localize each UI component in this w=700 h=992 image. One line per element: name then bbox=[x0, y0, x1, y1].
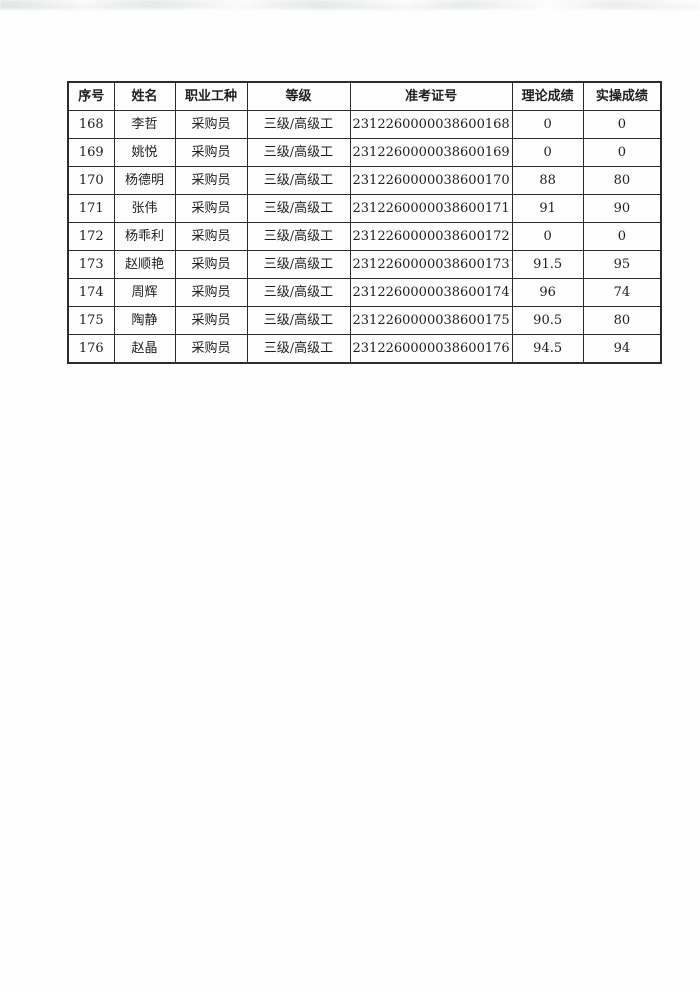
cell-occupation: 采购员 bbox=[174, 306, 248, 335]
header-cell-occupation: 职业工种 bbox=[174, 81, 248, 111]
cell-practical-score: 0 bbox=[582, 110, 662, 139]
cell-practical-score: 95 bbox=[582, 250, 662, 279]
cell-practical-score: 80 bbox=[582, 306, 662, 335]
header-cell-level: 等级 bbox=[246, 81, 351, 111]
table-row: 175 陶静 采购员 三级/高级工 2312260000038600175 90.5 80 bbox=[67, 306, 662, 335]
header-cell-practical-score: 实操成绩 bbox=[582, 81, 662, 111]
cell-theory-score: 88 bbox=[511, 166, 584, 195]
table-header-row: 序号 姓名 职业工种 等级 准考证号 理论成绩 实操成绩 bbox=[67, 81, 662, 111]
cell-exam-number: 2312260000038600175 bbox=[349, 306, 513, 335]
cell-practical-score: 0 bbox=[582, 222, 662, 251]
cell-index: 171 bbox=[67, 194, 115, 223]
header-cell-name: 姓名 bbox=[113, 81, 176, 111]
cell-index: 173 bbox=[67, 250, 115, 279]
cell-theory-score: 91 bbox=[511, 194, 584, 223]
exam-results-table: 序号 姓名 职业工种 等级 准考证号 理论成绩 实操成绩 168 李哲 采购员 三级/高级工 231… bbox=[67, 81, 663, 364]
cell-index: 170 bbox=[67, 166, 115, 195]
cell-name: 李哲 bbox=[113, 110, 176, 139]
cell-occupation: 采购员 bbox=[174, 138, 248, 167]
cell-exam-number: 2312260000038600168 bbox=[349, 110, 513, 139]
cell-practical-score: 0 bbox=[582, 138, 662, 167]
cell-index: 175 bbox=[67, 306, 115, 335]
header-cell-theory-score: 理论成绩 bbox=[511, 81, 584, 111]
table-row: 174 周辉 采购员 三级/高级工 2312260000038600174 96 74 bbox=[67, 278, 662, 307]
table-row: 176 赵晶 采购员 三级/高级工 2312260000038600176 94.5 94 bbox=[67, 334, 662, 364]
cell-index: 168 bbox=[67, 110, 115, 139]
cell-level: 三级/高级工 bbox=[246, 166, 351, 195]
table-row: 171 张伟 采购员 三级/高级工 2312260000038600171 91 90 bbox=[67, 194, 662, 223]
cell-occupation: 采购员 bbox=[174, 250, 248, 279]
cell-practical-score: 74 bbox=[582, 278, 662, 307]
cell-practical-score: 90 bbox=[582, 194, 662, 223]
cell-practical-score: 80 bbox=[582, 166, 662, 195]
cell-occupation: 采购员 bbox=[174, 278, 248, 307]
cell-exam-number: 2312260000038600170 bbox=[349, 166, 513, 195]
cell-occupation: 采购员 bbox=[174, 222, 248, 251]
cell-name: 姚悦 bbox=[113, 138, 176, 167]
cell-occupation: 采购员 bbox=[174, 110, 248, 139]
cell-level: 三级/高级工 bbox=[246, 194, 351, 223]
scan-artifact-top-secondary bbox=[0, 6, 700, 10]
cell-level: 三级/高级工 bbox=[246, 222, 351, 251]
table-row: 172 杨乖利 采购员 三级/高级工 2312260000038600172 0 0 bbox=[67, 222, 662, 251]
cell-exam-number: 2312260000038600169 bbox=[349, 138, 513, 167]
table-row: 170 杨德明 采购员 三级/高级工 2312260000038600170 88 80 bbox=[67, 166, 662, 195]
cell-occupation: 采购员 bbox=[174, 194, 248, 223]
table-row: 173 赵顺艳 采购员 三级/高级工 2312260000038600173 91.5 95 bbox=[67, 250, 662, 279]
cell-name: 赵顺艳 bbox=[113, 250, 176, 279]
cell-theory-score: 0 bbox=[511, 138, 584, 167]
cell-level: 三级/高级工 bbox=[246, 306, 351, 335]
cell-name: 杨乖利 bbox=[113, 222, 176, 251]
cell-name: 张伟 bbox=[113, 194, 176, 223]
cell-theory-score: 96 bbox=[511, 278, 584, 307]
cell-theory-score: 90.5 bbox=[511, 306, 584, 335]
cell-theory-score: 0 bbox=[511, 110, 584, 139]
cell-name: 陶静 bbox=[113, 306, 176, 335]
cell-practical-score: 94 bbox=[582, 334, 662, 364]
table-row: 168 李哲 采购员 三级/高级工 2312260000038600168 0 0 bbox=[67, 110, 662, 139]
header-cell-index: 序号 bbox=[67, 81, 115, 111]
cell-name: 赵晶 bbox=[113, 334, 176, 364]
cell-level: 三级/高级工 bbox=[246, 138, 351, 167]
cell-level: 三级/高级工 bbox=[246, 278, 351, 307]
cell-theory-score: 91.5 bbox=[511, 250, 584, 279]
cell-exam-number: 2312260000038600174 bbox=[349, 278, 513, 307]
cell-level: 三级/高级工 bbox=[246, 250, 351, 279]
cell-index: 176 bbox=[67, 334, 115, 364]
scan-artifact-top bbox=[0, 0, 700, 9]
cell-level: 三级/高级工 bbox=[246, 110, 351, 139]
table-row: 169 姚悦 采购员 三级/高级工 2312260000038600169 0 0 bbox=[67, 138, 662, 167]
cell-index: 172 bbox=[67, 222, 115, 251]
cell-theory-score: 0 bbox=[511, 222, 584, 251]
cell-occupation: 采购员 bbox=[174, 166, 248, 195]
cell-name: 周辉 bbox=[113, 278, 176, 307]
cell-name: 杨德明 bbox=[113, 166, 176, 195]
cell-occupation: 采购员 bbox=[174, 334, 248, 364]
cell-exam-number: 2312260000038600171 bbox=[349, 194, 513, 223]
header-cell-exam-number: 准考证号 bbox=[349, 81, 513, 111]
cell-exam-number: 2312260000038600176 bbox=[349, 334, 513, 364]
cell-exam-number: 2312260000038600172 bbox=[349, 222, 513, 251]
cell-index: 174 bbox=[67, 278, 115, 307]
table-body: 168 李哲 采购员 三级/高级工 2312260000038600168 0 0 169 姚悦… bbox=[67, 110, 662, 364]
cell-theory-score: 94.5 bbox=[511, 334, 584, 364]
cell-index: 169 bbox=[67, 138, 115, 167]
cell-exam-number: 2312260000038600173 bbox=[349, 250, 513, 279]
cell-level: 三级/高级工 bbox=[246, 334, 351, 364]
